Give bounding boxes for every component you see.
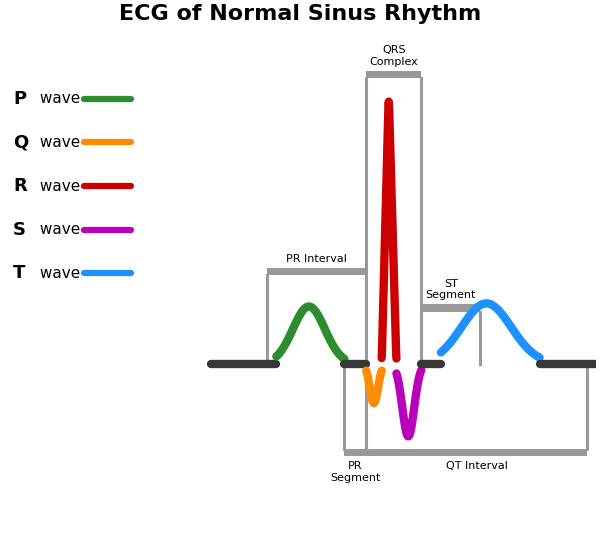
- Title: ECG of Normal Sinus Rhythm: ECG of Normal Sinus Rhythm: [119, 4, 481, 24]
- Text: wave: wave: [35, 135, 80, 150]
- Bar: [344, 449, 366, 456]
- Text: QRS
Complex: QRS Complex: [370, 45, 418, 67]
- Text: wave: wave: [35, 266, 80, 281]
- Text: wave: wave: [35, 222, 80, 237]
- Text: wave: wave: [35, 91, 80, 106]
- Text: R: R: [13, 177, 27, 195]
- Bar: [268, 268, 366, 276]
- Text: S: S: [13, 221, 26, 239]
- Bar: [366, 449, 587, 456]
- Text: QT Interval: QT Interval: [446, 461, 508, 472]
- Text: T: T: [13, 264, 25, 282]
- Bar: [421, 304, 481, 312]
- Text: P: P: [13, 90, 26, 108]
- Text: PR Interval: PR Interval: [286, 254, 347, 264]
- Text: Q: Q: [13, 134, 28, 152]
- Text: wave: wave: [35, 178, 80, 193]
- Bar: [366, 70, 421, 78]
- Text: ST
Segment: ST Segment: [425, 279, 476, 300]
- Text: PR
Segment: PR Segment: [330, 461, 380, 483]
